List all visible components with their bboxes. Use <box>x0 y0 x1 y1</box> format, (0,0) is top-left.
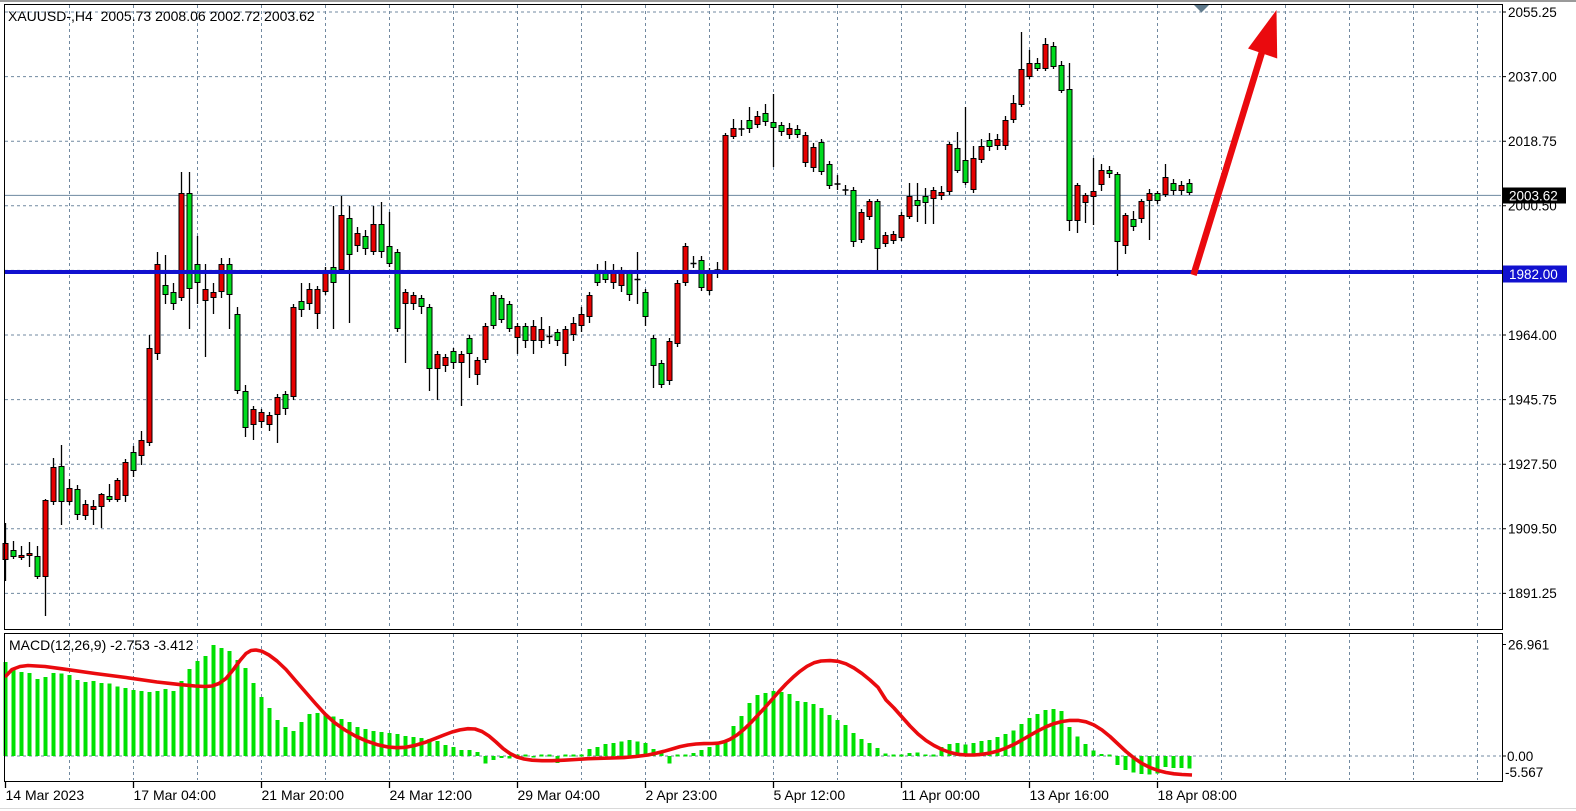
svg-text:2 Apr 23:00: 2 Apr 23:00 <box>646 787 718 803</box>
svg-text:2037.00: 2037.00 <box>1508 69 1557 84</box>
svg-text:26.961: 26.961 <box>1508 637 1549 652</box>
svg-text:18 Apr 08:00: 18 Apr 08:00 <box>1158 787 1238 803</box>
svg-text:24 Mar 12:00: 24 Mar 12:00 <box>390 787 473 803</box>
svg-text:2018.75: 2018.75 <box>1508 134 1557 149</box>
svg-text:13 Apr 16:00: 13 Apr 16:00 <box>1030 787 1110 803</box>
svg-text:17 Mar 04:00: 17 Mar 04:00 <box>134 787 217 803</box>
svg-text:1964.00: 1964.00 <box>1508 328 1557 343</box>
svg-text:2055.25: 2055.25 <box>1508 5 1557 20</box>
svg-text:1927.50: 1927.50 <box>1508 457 1557 472</box>
svg-text:1909.50: 1909.50 <box>1508 522 1557 537</box>
svg-text:0.00: 0.00 <box>1507 749 1533 764</box>
svg-text:11 Apr 00:00: 11 Apr 00:00 <box>902 787 981 803</box>
svg-text:21 Mar 20:00: 21 Mar 20:00 <box>262 787 345 803</box>
svg-text:1945.75: 1945.75 <box>1508 392 1557 407</box>
svg-text:14 Mar 2023: 14 Mar 2023 <box>6 787 85 803</box>
svg-text:1891.25: 1891.25 <box>1508 586 1557 601</box>
svg-text:29 Mar 04:00: 29 Mar 04:00 <box>518 787 601 803</box>
svg-text:XAUUSD-,H4 2005.73 2008.06 20: XAUUSD-,H4 2005.73 2008.06 2002.72 2003.… <box>8 8 315 24</box>
svg-text:1982.00: 1982.00 <box>1509 267 1558 282</box>
svg-text:5 Apr 12:00: 5 Apr 12:00 <box>774 787 846 803</box>
svg-text:-5.567: -5.567 <box>1505 765 1543 780</box>
svg-text:MACD(12,26,9) -2.753 -3.412: MACD(12,26,9) -2.753 -3.412 <box>9 637 194 653</box>
svg-text:2003.62: 2003.62 <box>1509 188 1558 203</box>
